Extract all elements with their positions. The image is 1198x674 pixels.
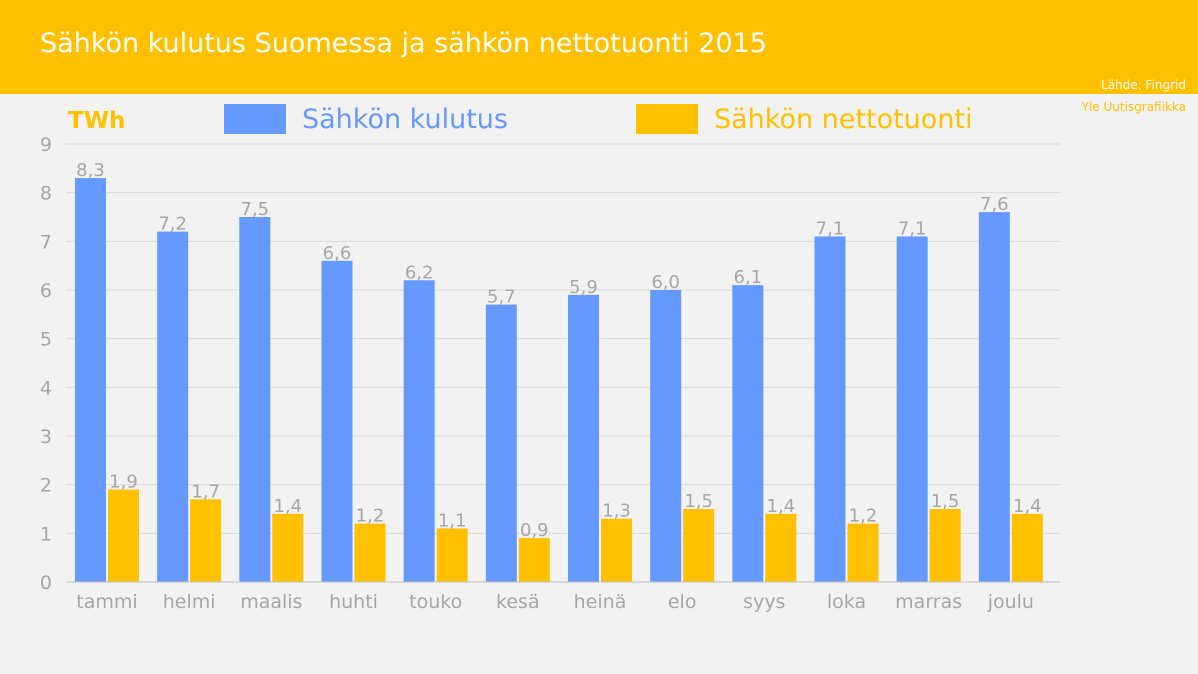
data-label-net-import-kesä: 0,9 [520, 520, 549, 541]
bar-net-import-touko [436, 528, 468, 582]
bar-net-import-marras [929, 509, 961, 582]
y-tick-label: 5 [40, 329, 52, 351]
data-label-consumption-joulu: 7,6 [980, 194, 1009, 215]
data-label-net-import-loka: 1,2 [849, 506, 878, 527]
bar-consumption-tammi [75, 178, 106, 583]
bar-net-import-elo [683, 509, 715, 582]
y-tick-label: 8 [40, 183, 52, 205]
bar-net-import-joulu [1011, 513, 1043, 582]
bar-net-import-loka [847, 523, 879, 582]
data-label-net-import-elo: 1,5 [684, 491, 713, 512]
data-label-consumption-elo: 6,0 [651, 272, 680, 293]
data-label-net-import-tammi: 1,9 [109, 472, 138, 493]
bar-consumption-maalis [239, 217, 271, 582]
y-tick-label: 7 [40, 231, 52, 253]
data-label-net-import-syys: 1,4 [767, 496, 796, 517]
x-category-label-touko: touko [409, 591, 462, 613]
data-label-consumption-helmi: 7,2 [158, 214, 187, 235]
bar-net-import-heinä [601, 518, 632, 582]
x-category-label-kesä: kesä [496, 591, 540, 613]
x-category-label-joulu: joulu [987, 591, 1034, 613]
bar-consumption-marras [896, 236, 928, 582]
bar-net-import-syys [765, 513, 797, 582]
data-label-net-import-maalis: 1,4 [274, 496, 303, 517]
bar-net-import-tammi [108, 489, 139, 582]
source-label: Lähde: Fingrid [1101, 78, 1186, 92]
bar-consumption-elo [650, 290, 682, 582]
data-label-consumption-touko: 6,2 [405, 262, 434, 283]
chart-title: Sähkön kulutus Suomessa ja sähkön nettot… [40, 28, 767, 59]
y-tick-label: 3 [40, 426, 52, 448]
x-category-label-loka: loka [827, 591, 866, 613]
legend-label-net-import: Sähkön nettotuonti [714, 104, 973, 135]
y-tick-label: 9 [40, 134, 52, 156]
bar-consumption-loka [814, 236, 846, 582]
y-tick-label: 0 [40, 572, 52, 594]
bar-consumption-joulu [978, 212, 1010, 582]
bar-net-import-helmi [190, 499, 222, 582]
data-label-net-import-touko: 1,1 [438, 510, 467, 531]
data-label-consumption-loka: 7,1 [816, 218, 845, 239]
x-category-label-heinä: heinä [574, 591, 627, 613]
data-label-consumption-heinä: 5,9 [569, 277, 598, 298]
y-tick-label: 2 [40, 475, 52, 497]
bar-net-import-kesä [518, 538, 550, 582]
x-category-label-syys: syys [743, 591, 785, 613]
legend-label-consumption: Sähkön kulutus [302, 104, 508, 135]
bar-consumption-heinä [568, 294, 599, 582]
data-label-consumption-syys: 6,1 [734, 267, 763, 288]
x-category-label-elo: elo [668, 591, 697, 613]
y-tick-label: 6 [40, 280, 52, 302]
data-label-consumption-marras: 7,1 [898, 218, 927, 239]
x-category-label-helmi: helmi [163, 591, 216, 613]
data-label-net-import-heinä: 1,3 [602, 501, 631, 522]
bar-consumption-kesä [485, 304, 517, 582]
data-label-consumption-tammi: 8,3 [76, 160, 105, 181]
header-bar: Sähkön kulutus Suomessa ja sähkön nettot… [0, 0, 1198, 94]
legend-swatch-net-import [636, 104, 698, 134]
x-category-label-tammi: tammi [76, 591, 137, 613]
y-tick-label: 1 [40, 523, 52, 545]
bar-consumption-touko [403, 280, 435, 582]
data-label-net-import-joulu: 1,4 [1013, 496, 1042, 517]
y-tick-label: 4 [40, 377, 52, 399]
data-label-consumption-maalis: 7,5 [241, 199, 270, 220]
data-label-consumption-kesä: 5,7 [487, 287, 516, 308]
bar-net-import-huhti [354, 523, 386, 582]
legend-swatch-consumption [224, 104, 286, 134]
credit-label: Yle Uutisgrafiikka [1081, 100, 1186, 114]
bar-consumption-huhti [321, 260, 353, 582]
y-axis-unit-label: TWh [68, 108, 126, 134]
bar-net-import-maalis [272, 513, 304, 582]
data-label-net-import-marras: 1,5 [931, 491, 960, 512]
bar-consumption-syys [732, 285, 764, 582]
bar-consumption-helmi [157, 231, 189, 582]
data-label-net-import-huhti: 1,2 [356, 506, 385, 527]
data-label-consumption-huhti: 6,6 [323, 243, 352, 264]
data-label-net-import-helmi: 1,7 [191, 481, 220, 502]
x-category-label-huhti: huhti [329, 591, 378, 613]
x-category-label-maalis: maalis [240, 591, 302, 613]
x-category-label-marras: marras [895, 591, 962, 613]
